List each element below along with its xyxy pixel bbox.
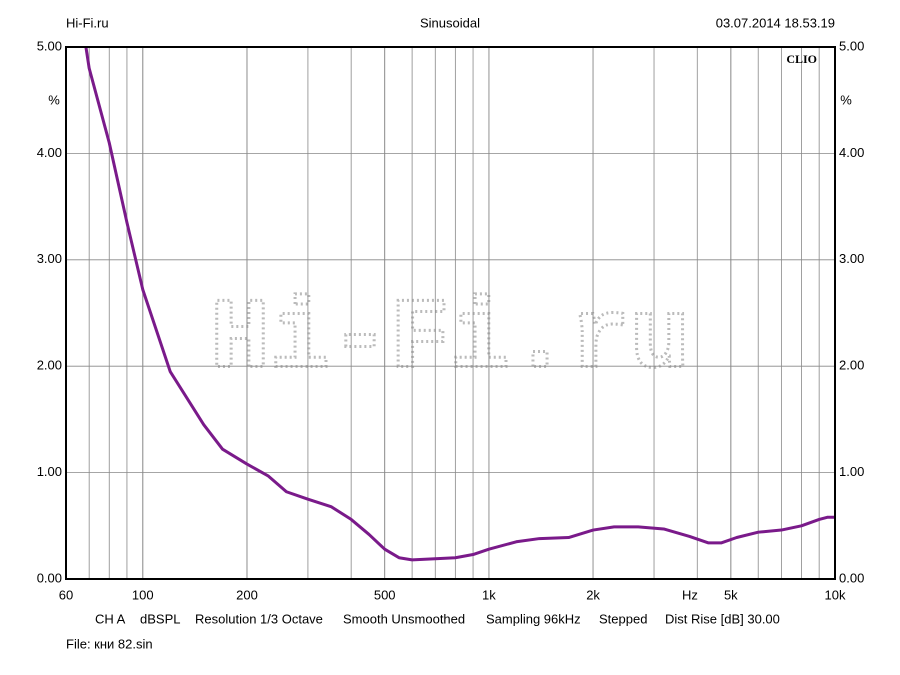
- footer-item: Stepped: [599, 611, 647, 626]
- footer-item: CH A: [95, 611, 126, 626]
- footer-item: Dist Rise [dB] 30.00: [665, 611, 780, 626]
- footer-item: Sampling 96kHz: [486, 611, 581, 626]
- y-unit: %: [48, 92, 60, 107]
- y-tick-label: 3.00: [37, 251, 62, 266]
- y2-unit: %: [840, 92, 852, 107]
- y2-tick-label: 2.00: [839, 358, 864, 373]
- y-tick-label: 5.00: [37, 38, 62, 53]
- x-tick-label: 200: [236, 587, 258, 602]
- y-tick-label: 4.00: [37, 145, 62, 160]
- footer-item: Smooth Unsmoothed: [343, 611, 465, 626]
- brand: CLIO: [786, 52, 817, 66]
- y-tick-label: 1.00: [37, 464, 62, 479]
- header-right: 03.07.2014 18.53.19: [716, 15, 835, 30]
- x-tick-label: 1k: [482, 587, 496, 602]
- y2-tick-label: 1.00: [839, 464, 864, 479]
- watermark: Hi-Fi.ru: [210, 284, 690, 397]
- x-tick-label: 10k: [825, 587, 846, 602]
- x-tick-label: 2k: [586, 587, 600, 602]
- footer-item: dBSPL: [140, 611, 180, 626]
- y-tick-label: 2.00: [37, 358, 62, 373]
- y-tick-label: 0.00: [37, 570, 62, 585]
- file-label: File: кни 82.sin: [66, 636, 153, 651]
- chart-title: Sinusoidal: [420, 15, 480, 30]
- plot-frame: [65, 46, 836, 580]
- footer-item: Resolution 1/3 Octave: [195, 611, 323, 626]
- y2-tick-label: 4.00: [839, 145, 864, 160]
- x-tick-label: 100: [132, 587, 154, 602]
- data-line: [84, 46, 835, 562]
- x-tick-label: 500: [374, 587, 396, 602]
- y2-tick-label: 3.00: [839, 251, 864, 266]
- y2-tick-label: 5.00: [839, 38, 864, 53]
- x-tick-label: 60: [59, 587, 73, 602]
- x-unit: Hz: [682, 587, 698, 602]
- y2-tick-label: 0.00: [839, 570, 864, 585]
- x-tick-label: 5k: [724, 587, 738, 602]
- header-left: Hi-Fi.ru: [66, 15, 109, 30]
